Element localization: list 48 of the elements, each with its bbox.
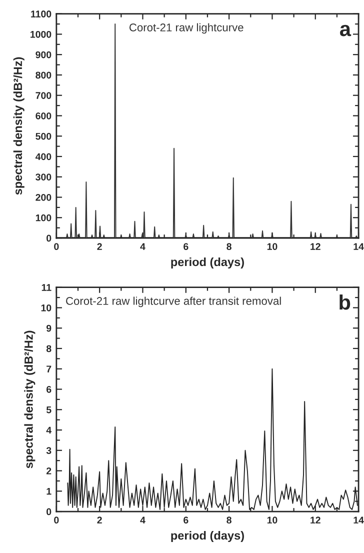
- y-tick-label: 3: [46, 447, 52, 454]
- y-tick-label: 2: [46, 467, 52, 474]
- annotation: a: [340, 24, 352, 36]
- y-tick-label: 200: [36, 194, 52, 201]
- y-tick-label: 7: [46, 366, 52, 372]
- y-tick-label: 0: [46, 508, 52, 516]
- x-tick-label: 8: [226, 516, 232, 524]
- x-tick-label: 10: [267, 516, 278, 524]
- x-tick-label: 10: [267, 243, 278, 250]
- y-tick-label: 11: [42, 284, 52, 291]
- y-tick-label: 500: [36, 132, 52, 140]
- x-tick-label: 2: [97, 243, 102, 250]
- y-tick-label: 4: [46, 426, 52, 434]
- annotation: b: [340, 294, 350, 310]
- y-tick-label: 900: [36, 51, 52, 58]
- x-axis-title: period (days): [171, 531, 244, 542]
- x-tick-label: 14: [354, 516, 364, 524]
- y-tick-label: 700: [36, 92, 52, 99]
- y-tick-label: 300: [36, 174, 52, 181]
- x-tick-label: 0: [54, 516, 59, 524]
- x-tick-label: 0: [54, 243, 59, 250]
- x-tick-label: 2: [97, 516, 102, 524]
- y-tick-label: 600: [36, 112, 52, 120]
- x-tick-label: 12: [310, 516, 320, 524]
- x-tick-label: 12: [310, 243, 320, 250]
- x-tick-label: 6: [184, 243, 188, 250]
- annotation: Corot-21 raw lightcurve: [129, 23, 244, 34]
- y-tick-label: 100: [36, 214, 52, 222]
- x-tick-label: 8: [226, 243, 232, 250]
- y-tick-label: 400: [35, 153, 52, 160]
- y-tick-label: 800: [36, 72, 52, 79]
- x-tick-label: 6: [184, 516, 188, 524]
- annotation: Corot-21 raw lightcurve after transit removal: [66, 296, 281, 308]
- y-tick-label: 0: [46, 234, 52, 242]
- y-tick-label: 6: [46, 386, 52, 393]
- y-tick-label: 5: [46, 406, 52, 414]
- y-tick-label: 1: [46, 488, 52, 495]
- x-axis-title: period (days): [171, 257, 244, 268]
- y-tick-label: 10: [41, 304, 52, 312]
- x-tick-label: 14: [354, 243, 364, 250]
- y-tick-label: 8: [46, 345, 52, 352]
- y-axis-title: spectral density (dB²/Hz): [13, 57, 24, 195]
- y-tick-label: 1000: [30, 30, 52, 38]
- y-tick-label: 1100: [31, 10, 52, 18]
- y-axis-title: spectral density (dB²/Hz): [24, 330, 36, 468]
- x-tick-label: 4: [140, 516, 146, 524]
- x-tick-label: 4: [140, 243, 146, 250]
- y-tick-label: 9: [46, 324, 52, 332]
